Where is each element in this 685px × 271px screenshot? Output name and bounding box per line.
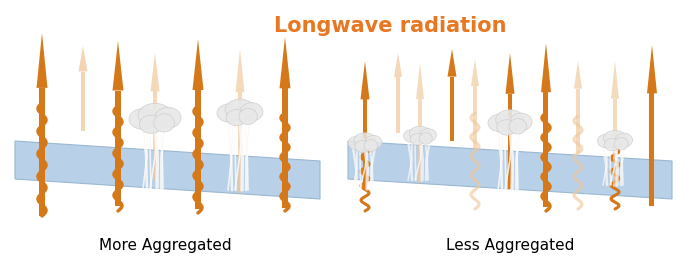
Polygon shape <box>574 61 582 89</box>
Ellipse shape <box>510 113 532 131</box>
Ellipse shape <box>410 134 425 145</box>
Ellipse shape <box>225 99 255 120</box>
Ellipse shape <box>138 104 172 127</box>
Polygon shape <box>473 86 477 149</box>
Ellipse shape <box>354 133 376 148</box>
Ellipse shape <box>239 108 258 124</box>
Polygon shape <box>508 94 512 189</box>
Ellipse shape <box>140 115 163 133</box>
Ellipse shape <box>217 104 242 122</box>
Ellipse shape <box>240 103 263 121</box>
Ellipse shape <box>129 109 158 129</box>
Polygon shape <box>647 45 657 93</box>
Polygon shape <box>282 88 288 208</box>
Polygon shape <box>348 141 672 199</box>
Ellipse shape <box>419 133 432 144</box>
Text: More Aggregated: More Aggregated <box>99 238 232 253</box>
Polygon shape <box>418 99 422 183</box>
Ellipse shape <box>403 130 422 143</box>
Polygon shape <box>447 49 456 77</box>
Ellipse shape <box>614 137 628 150</box>
Polygon shape <box>36 33 47 88</box>
Polygon shape <box>112 41 123 91</box>
Polygon shape <box>416 63 424 99</box>
Ellipse shape <box>226 109 247 126</box>
Ellipse shape <box>364 140 377 151</box>
Ellipse shape <box>597 134 617 148</box>
Polygon shape <box>192 39 203 90</box>
Ellipse shape <box>615 133 633 147</box>
Polygon shape <box>649 93 654 206</box>
Ellipse shape <box>497 120 516 135</box>
Polygon shape <box>543 92 549 207</box>
Ellipse shape <box>365 135 382 149</box>
Ellipse shape <box>355 140 370 152</box>
Polygon shape <box>541 43 551 92</box>
Polygon shape <box>81 72 85 131</box>
Polygon shape <box>471 59 479 86</box>
Ellipse shape <box>604 138 621 151</box>
Polygon shape <box>613 99 617 187</box>
Polygon shape <box>394 53 402 77</box>
Polygon shape <box>396 77 400 133</box>
Polygon shape <box>279 37 290 88</box>
Polygon shape <box>39 88 45 216</box>
Polygon shape <box>115 91 121 206</box>
Ellipse shape <box>509 119 527 134</box>
Polygon shape <box>576 89 580 153</box>
Polygon shape <box>450 77 454 141</box>
Text: Less Aggregated: Less Aggregated <box>446 238 574 253</box>
Polygon shape <box>153 91 158 181</box>
Polygon shape <box>236 49 245 92</box>
Polygon shape <box>363 99 367 189</box>
Polygon shape <box>506 53 514 94</box>
Polygon shape <box>238 92 242 193</box>
Ellipse shape <box>488 114 512 132</box>
Ellipse shape <box>420 129 436 142</box>
Ellipse shape <box>155 107 181 128</box>
Polygon shape <box>195 90 201 209</box>
Ellipse shape <box>348 136 366 150</box>
Polygon shape <box>360 61 369 99</box>
Polygon shape <box>15 141 320 199</box>
Polygon shape <box>79 46 88 72</box>
Ellipse shape <box>410 126 431 141</box>
Ellipse shape <box>153 114 175 132</box>
Ellipse shape <box>496 110 524 130</box>
Polygon shape <box>611 61 619 99</box>
Polygon shape <box>151 53 160 91</box>
Ellipse shape <box>603 130 627 146</box>
Text: Longwave radiation: Longwave radiation <box>274 16 506 36</box>
